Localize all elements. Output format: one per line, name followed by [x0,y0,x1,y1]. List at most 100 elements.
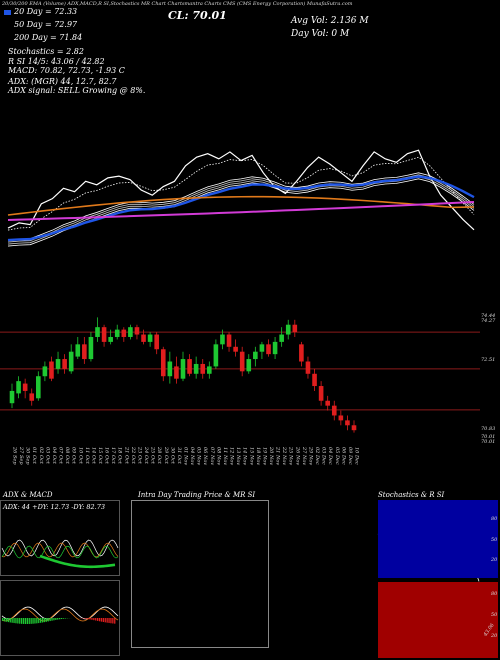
macd-hist-bar [57,618,59,620]
date-label: 29 Oct [163,446,169,465]
date-label: 11 Oct [84,447,90,465]
stoch-tick-50: 50 [491,537,498,543]
candle-body [338,415,344,421]
date-label: 05 Dec [334,447,340,465]
date-label: 22 Oct [130,446,136,465]
date-label: 27 Nov [301,446,307,465]
candle-body [154,334,159,350]
candle-body [351,425,357,431]
date-label: 08 Oct [64,447,70,465]
date-label: 21 Oct [123,446,129,465]
ema-200-line [7,195,475,216]
date-label: 27 Sep [18,446,24,465]
date-label: 22 Nov [281,446,287,465]
date-label: 30 Oct [169,447,175,465]
macd-hist-bar [47,618,49,622]
macd-hist-bar [45,618,47,622]
rsi-tick-50: 50 [491,612,498,618]
date-label: 16 Oct [104,447,110,465]
date-label: 13 Nov [235,447,241,465]
candle-body [325,400,330,406]
macd-hist-bar [5,618,8,622]
date-label: 06 Nov [202,447,208,465]
candle-body [75,344,81,357]
macd-hist-bar [55,618,57,620]
date-label: 07 Nov [209,447,215,465]
candle-body [266,344,271,355]
intraday-title: Intra Day Trading Price & MR SI [138,491,256,499]
candle-body [147,334,153,342]
candle-body [141,334,146,342]
macd-hist-bar [43,618,46,623]
candle-body [200,363,206,374]
legend-50-day: 50 Day = 72.97 [14,20,78,29]
date-label: 10 Oct [77,447,83,465]
date-label: 03 Oct [44,447,50,465]
date-label: 20 Nov [268,446,274,465]
rsi-value: R SI 14/5: 43.06 / 42.82 [8,57,105,66]
macd-hist-bar [98,618,101,622]
candle-body [213,344,219,367]
macd-hist-bar [38,618,40,624]
macd-hist-bar [95,618,97,621]
date-label: 09 Oct [71,447,77,465]
macd-hist-bar [15,618,17,624]
macd-signal-line [1,608,119,622]
macd-hist-bar [53,618,55,621]
close-price-label: CL: 70.01 [168,9,227,22]
candle-body [239,351,245,372]
day-volume-label: Day Vol: 0 M [291,29,350,39]
candle-body [187,359,192,374]
candle-body [36,376,41,399]
price-label-4: 70.83 [481,426,496,432]
macd-hist-bar [22,618,25,624]
price-label-2: 74.27 [481,318,496,324]
date-label: 08 Nov [215,447,221,465]
macd-hist-bar [51,618,53,621]
macd-hist-bar [102,618,104,623]
date-label: 31 Oct [176,447,182,465]
candle-body [259,344,265,352]
date-label: 24 Oct [143,446,149,465]
macd-hist-bar [49,618,51,622]
intraday-panel [131,500,269,648]
date-label: 10 Dec [354,447,360,465]
candle-body [22,383,28,391]
macd-hist-bar [3,618,6,622]
macd-hist-bar [21,618,23,624]
macd-value: MACD: 70.82, 72.73, -1.93 C [8,66,125,75]
date-label: 30 Sep [25,447,31,465]
macd-hist-bar [85,618,87,619]
candle-body [174,366,179,379]
candle-body [160,349,166,377]
date-label: 23 Oct [136,446,142,465]
ema-50-line [7,175,475,242]
candle-body [180,359,186,379]
candle-body [29,393,35,401]
macd-hist-bar [17,618,19,624]
candle-body [128,327,133,337]
macd-panel [0,580,120,656]
date-label: 29 Nov [307,446,313,465]
macd-hist-bar [106,618,108,623]
stoch-tick-80: 80 [491,516,498,522]
date-label: 05 Nov [196,447,202,465]
candle-body [16,381,21,394]
candle-body [108,336,113,342]
candle-body [114,329,120,337]
candle-body [331,405,337,416]
price-label-6: 70.01 [481,439,496,445]
candle-body [305,361,311,374]
macd-hist-bar [97,618,99,621]
date-label: 21 Nov [275,446,281,465]
candle-body [318,386,324,401]
price-label-5: 70.01 [481,434,496,440]
legend-20-day: 20 Day = 72.33 [14,7,78,16]
candle-body [9,390,15,404]
date-label: 17 Oct [110,447,116,465]
macd-hist-bar [34,618,36,624]
candle-body [299,344,304,362]
candle-body [246,359,252,372]
macd-hist-bar [59,618,61,620]
